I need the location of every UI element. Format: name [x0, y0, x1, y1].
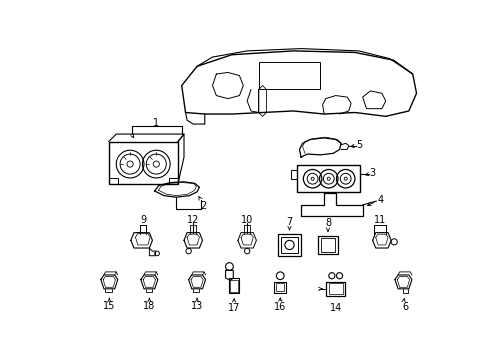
Bar — [258, 62, 320, 89]
Bar — [317, 236, 337, 254]
Text: 11: 11 — [373, 215, 386, 225]
Text: 4: 4 — [377, 194, 383, 204]
Bar — [276, 283, 284, 291]
Bar — [297, 165, 360, 192]
Text: 2: 2 — [200, 201, 206, 211]
Text: 8: 8 — [324, 219, 330, 228]
Text: 15: 15 — [103, 301, 115, 311]
Text: 5: 5 — [356, 140, 362, 150]
Text: 3: 3 — [368, 168, 374, 178]
Bar — [326, 282, 344, 296]
Bar — [277, 234, 301, 256]
Bar — [290, 170, 297, 180]
Bar — [228, 278, 239, 293]
Bar — [274, 282, 286, 293]
Text: 17: 17 — [227, 303, 240, 313]
Bar — [108, 142, 178, 184]
Text: 13: 13 — [191, 301, 203, 311]
Text: 16: 16 — [274, 302, 286, 312]
Text: 1: 1 — [153, 117, 159, 127]
Text: 18: 18 — [143, 301, 155, 311]
Text: 6: 6 — [401, 302, 407, 312]
Bar — [168, 178, 178, 184]
Text: 14: 14 — [329, 303, 341, 313]
Text: 12: 12 — [187, 215, 199, 225]
Bar — [321, 238, 334, 252]
Bar — [328, 283, 342, 294]
Bar — [230, 280, 238, 292]
Text: 9: 9 — [140, 215, 146, 225]
Text: 7: 7 — [286, 217, 292, 227]
Bar — [108, 178, 118, 184]
Bar — [281, 237, 297, 253]
Text: 10: 10 — [241, 215, 253, 225]
